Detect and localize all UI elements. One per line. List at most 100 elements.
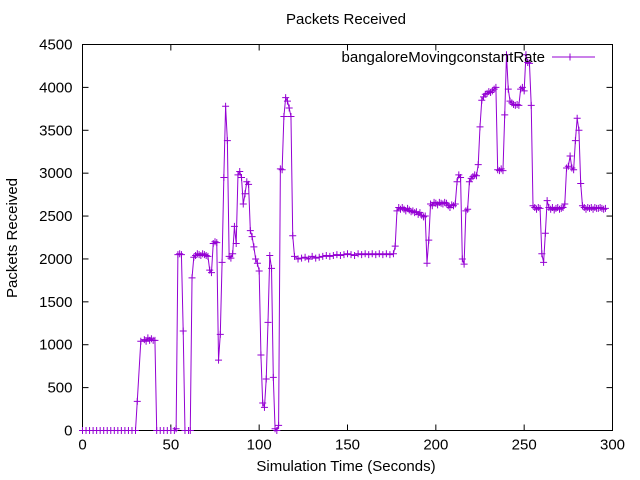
data-point	[508, 99, 516, 107]
data-point	[483, 89, 491, 97]
data-point	[462, 207, 470, 215]
data-point	[202, 252, 210, 260]
data-point	[271, 425, 279, 433]
data-point	[361, 250, 369, 258]
data-point	[506, 97, 514, 105]
data-point	[389, 250, 397, 258]
y-tick-label: 4000	[39, 79, 72, 96]
data-point	[386, 251, 394, 259]
data-point	[218, 258, 226, 266]
data-point	[312, 254, 320, 262]
data-point	[501, 111, 509, 119]
data-point	[578, 202, 586, 210]
data-point	[347, 251, 355, 259]
y-tick-label: 500	[47, 380, 72, 397]
data-point	[451, 200, 459, 208]
data-point	[255, 267, 263, 275]
data-point	[515, 101, 523, 109]
data-point	[573, 114, 581, 122]
data-point	[257, 351, 265, 359]
data-point	[133, 397, 141, 405]
data-point	[556, 205, 563, 213]
data-point	[513, 101, 521, 109]
data-point	[469, 173, 477, 181]
y-tick-label: 1000	[39, 337, 72, 354]
legend: bangaloreMovingconstantRate	[342, 49, 595, 66]
y-tick-label: 1500	[39, 294, 72, 311]
data-point	[520, 87, 528, 95]
data-point	[268, 264, 276, 272]
data-point	[559, 203, 567, 211]
data-point	[540, 258, 548, 266]
data-point	[223, 137, 231, 145]
data-point	[382, 250, 390, 258]
data-point	[577, 179, 585, 187]
data-point	[589, 205, 597, 213]
data-point	[566, 152, 574, 160]
data-point	[132, 427, 139, 434]
data-point	[172, 425, 180, 433]
series-layer	[79, 51, 609, 434]
data-point	[467, 174, 475, 182]
data-point	[305, 255, 313, 263]
data-point	[427, 200, 435, 208]
data-point	[209, 240, 217, 248]
data-point	[570, 166, 578, 174]
data-point	[177, 251, 185, 259]
y-tick-label: 3000	[39, 165, 72, 182]
data-point	[170, 427, 178, 434]
data-point	[368, 250, 376, 258]
data-point	[571, 137, 579, 145]
y-axis-label: Packets Received	[4, 178, 21, 298]
data-point	[586, 204, 594, 212]
data-point	[204, 252, 212, 260]
data-point	[239, 200, 247, 208]
data-point	[453, 178, 461, 186]
data-point	[211, 238, 219, 246]
data-point	[525, 59, 533, 67]
data-point	[236, 167, 244, 175]
data-point	[199, 250, 207, 258]
data-point	[550, 206, 558, 214]
data-point	[497, 165, 505, 173]
data-point	[151, 336, 159, 344]
data-point	[186, 427, 194, 434]
data-point	[252, 255, 260, 263]
data-point	[275, 421, 283, 429]
data-point	[541, 229, 549, 237]
data-point	[534, 203, 542, 211]
x-tick-label: 50	[162, 437, 179, 454]
data-point	[207, 269, 215, 277]
data-point	[315, 253, 323, 261]
data-point	[504, 85, 512, 93]
data-point	[176, 250, 184, 258]
legend-label: bangaloreMovingconstantRate	[342, 49, 545, 66]
data-point	[273, 427, 281, 434]
data-point	[216, 330, 224, 338]
data-point	[487, 89, 495, 97]
data-point	[246, 227, 254, 235]
data-point	[476, 123, 484, 131]
data-point	[460, 260, 468, 268]
y-tick-label: 2000	[39, 251, 72, 268]
data-point	[533, 205, 541, 213]
data-point	[140, 336, 148, 344]
data-point	[283, 97, 291, 105]
data-point	[536, 204, 544, 212]
data-point	[391, 242, 399, 250]
data-point	[344, 250, 351, 258]
data-point	[600, 205, 608, 213]
data-point	[326, 252, 334, 260]
data-point	[248, 233, 256, 241]
chart-title: Packets Received	[286, 11, 406, 28]
data-point	[543, 197, 551, 205]
data-point	[250, 243, 258, 251]
data-point	[439, 200, 447, 208]
data-point	[253, 259, 261, 267]
y-tick-label: 2500	[39, 208, 72, 225]
data-point	[524, 59, 532, 67]
data-point	[276, 165, 284, 173]
x-tick-label: 300	[600, 437, 625, 454]
data-point	[471, 171, 479, 179]
data-point	[351, 252, 359, 260]
